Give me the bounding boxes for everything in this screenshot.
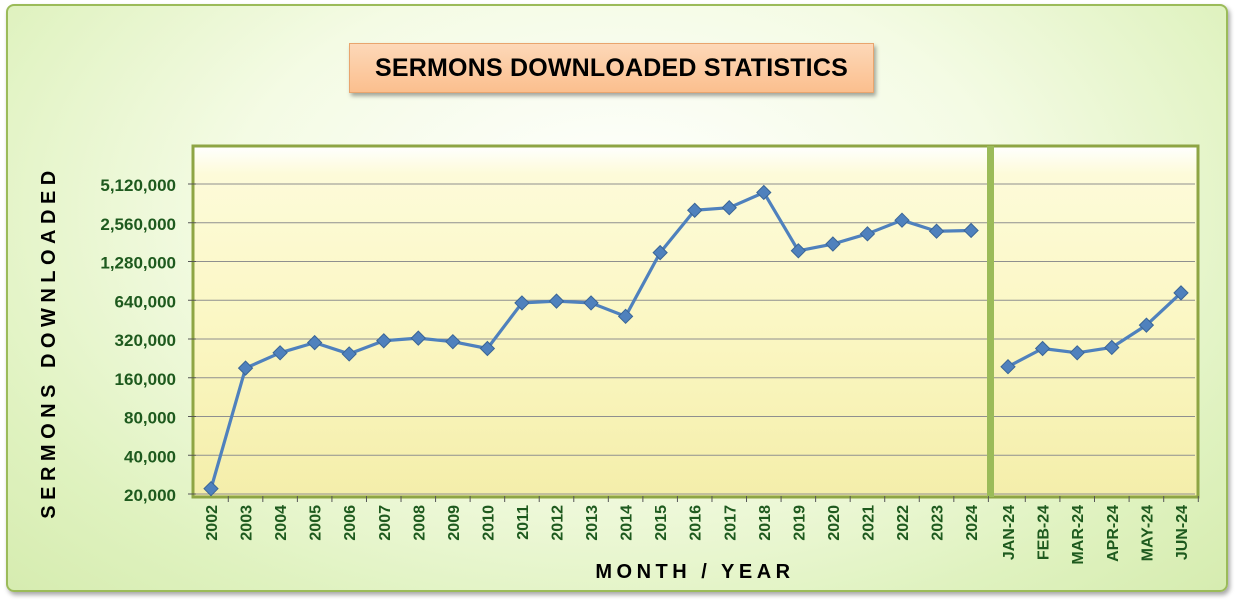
data-point (1138, 317, 1155, 333)
x-tick-label: 2023 (930, 505, 947, 541)
data-point (514, 295, 530, 311)
x-tick-label: 2010 (480, 505, 497, 541)
y-tick-label: 20,000 (124, 486, 176, 505)
data-point (583, 295, 599, 311)
x-axis-label: MONTH / YEAR (595, 561, 794, 583)
x-tick-label: 2017 (722, 505, 739, 541)
x-tick-label: 2003 (239, 505, 256, 541)
x-tick-label: 2006 (342, 505, 359, 541)
data-series (203, 184, 1189, 497)
plot-area-yearly (191, 144, 992, 499)
x-tick-label: 2007 (377, 505, 394, 541)
data-point (1034, 340, 1051, 357)
data-point (928, 223, 945, 239)
x-tick-label: 2019 (791, 505, 808, 541)
series-line-monthly (1007, 291, 1183, 369)
x-tick-label: 2020 (826, 505, 843, 541)
y-axis-label: SERMONS DOWNLOADED (38, 165, 60, 518)
x-tick-label: 2012 (550, 505, 567, 541)
data-point (1000, 358, 1016, 375)
x-tick-label: 2021 (860, 505, 877, 541)
x-tick-label: JAN-24 (1001, 505, 1018, 560)
data-point (859, 226, 876, 242)
data-point (410, 330, 427, 346)
x-tick-label: 2016 (688, 505, 705, 541)
x-tick-label: 2004 (273, 505, 290, 541)
x-tick-label: 2015 (653, 505, 670, 541)
data-point (652, 244, 668, 261)
data-point (1069, 345, 1085, 361)
y-tick-label: 5,120,000 (100, 176, 176, 195)
data-point (376, 333, 392, 349)
y-tick-label: 40,000 (124, 447, 176, 466)
x-tick-label: MAY-24 (1139, 505, 1156, 561)
data-point (341, 346, 357, 362)
y-tick-label: 160,000 (115, 370, 176, 389)
data-point (1173, 285, 1189, 301)
data-point (1104, 339, 1120, 356)
x-tick-label: 2009 (446, 505, 463, 541)
x-tick-label: 2008 (411, 505, 428, 541)
data-point (721, 200, 737, 216)
data-point (963, 222, 979, 239)
gridlines (188, 183, 1195, 495)
x-tick-label: FEB-24 (1036, 505, 1053, 560)
data-point (825, 236, 841, 252)
y-tick-label: 320,000 (115, 331, 176, 350)
data-point (548, 293, 565, 309)
y-tick-label: 640,000 (115, 292, 176, 311)
x-tick-label: 2022 (895, 505, 912, 541)
x-tick-label: MAR-24 (1070, 505, 1087, 565)
x-tick-labels: 2002 2003 2004 2005 2006 2007 2008 2009 2010 2011… (204, 496, 1199, 565)
panel-separator (987, 146, 994, 497)
x-tick-label: 2024 (964, 505, 981, 541)
x-tick-label: 2014 (619, 505, 636, 541)
data-point (445, 333, 461, 350)
data-point (617, 308, 634, 325)
y-tick-label: 1,280,000 (100, 254, 176, 273)
x-tick-label: APR-24 (1105, 505, 1122, 562)
plot-area-monthly (988, 144, 1200, 499)
x-tick-label: 2018 (757, 505, 774, 541)
data-point (479, 340, 496, 357)
data-point (686, 202, 703, 218)
y-tick-label: 2,560,000 (100, 215, 176, 234)
data-point (237, 360, 254, 376)
x-tick-label: 2005 (308, 505, 325, 541)
data-point (894, 212, 910, 228)
x-tick-label: 2011 (515, 505, 532, 540)
data-point (272, 345, 288, 361)
y-tick-label: 80,000 (124, 409, 176, 428)
y-tick-labels: 20,000 40,000 80,000 160,000 320,000 640,000 1… (100, 176, 176, 505)
data-point (306, 334, 323, 351)
data-point (203, 480, 219, 497)
data-point (790, 243, 807, 259)
chart-title: SERMONS DOWNLOADED STATISTICS (375, 53, 848, 82)
x-tick-label: 2002 (204, 505, 221, 541)
x-tick-label: 2013 (584, 505, 601, 541)
chart-title-box: SERMONS DOWNLOADED STATISTICS (349, 43, 874, 93)
x-tick-label: JUN-24 (1174, 505, 1191, 560)
data-point (756, 184, 772, 201)
